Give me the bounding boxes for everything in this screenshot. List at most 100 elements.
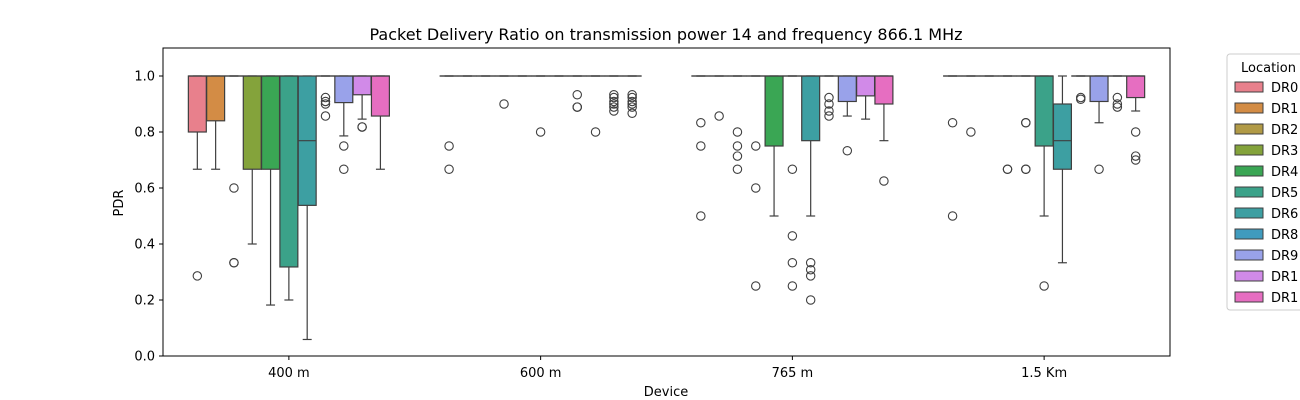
outlier-point [229, 258, 239, 268]
box-body [764, 75, 784, 147]
outlier-point [627, 102, 637, 112]
outlier-point [572, 90, 582, 100]
outlier-point [1130, 127, 1141, 137]
chart-title: Packet Delivery Ratio on transmission po… [369, 25, 962, 44]
outlier-point [1112, 102, 1123, 112]
outlier-point [627, 90, 637, 100]
box-0-3 [943, 75, 963, 221]
box-body [1089, 75, 1109, 103]
outlier-point [751, 183, 761, 193]
box-3-2 [746, 75, 766, 291]
outlier-point [732, 164, 743, 174]
box-9-2 [856, 75, 876, 120]
outlier-point [609, 92, 619, 103]
box-10-3 [1126, 75, 1146, 165]
legend-frame [1226, 53, 1300, 311]
y-tick-label: 0.4 [134, 238, 155, 253]
outlier-point [192, 271, 203, 281]
outlier-point [947, 118, 958, 128]
box-body [279, 75, 299, 268]
box-4-0 [260, 75, 281, 306]
box-body [206, 75, 226, 122]
legend: Location DR0DR1DR2DR3DR4DR5DR6DR8DR9DR1D… [1226, 53, 1300, 311]
legend-swatch [1234, 228, 1264, 240]
outlier-point [842, 146, 853, 156]
legend-swatch [1234, 270, 1264, 282]
outlier-point [627, 92, 637, 103]
outlier-point [627, 108, 637, 118]
outlier-point [714, 111, 724, 121]
outlier-point [947, 211, 958, 221]
box-7-3 [1071, 75, 1091, 104]
box-1-3 [961, 75, 981, 137]
box-body [187, 75, 207, 133]
outlier-point [879, 176, 889, 186]
legend-swatch [1234, 165, 1264, 177]
outlier-point [805, 271, 816, 281]
outlier-point [320, 92, 331, 103]
box-9-3 [1107, 75, 1127, 112]
y-tick-label: 0.2 [134, 294, 155, 309]
outlier-point [609, 90, 619, 100]
legend-label: DR6 [1271, 207, 1298, 222]
box-body [260, 75, 281, 170]
legend-swatch [1234, 207, 1264, 219]
outlier-point [824, 92, 834, 103]
outlier-point [609, 106, 619, 116]
x-axis-label: Device [644, 385, 688, 400]
x-tick-label: 600 m [520, 366, 562, 381]
box-5-2 [782, 75, 802, 291]
outlier-point [1094, 164, 1104, 174]
outlier-point [229, 183, 239, 193]
outlier-point [805, 265, 816, 275]
legend-swatch [1234, 81, 1264, 93]
box-4-3 [1016, 75, 1036, 174]
box-body [1052, 103, 1073, 170]
y-tick-label: 1.0 [134, 70, 155, 85]
outlier-point [590, 127, 601, 137]
outlier-point [824, 106, 834, 116]
box-8-3 [1089, 75, 1109, 174]
outlier-point [1130, 155, 1141, 165]
outlier-point [696, 118, 706, 128]
box-10-0 [370, 75, 390, 170]
outlier-point [357, 122, 367, 132]
legend-label: DR5 [1271, 186, 1298, 201]
outlier-point [1112, 92, 1123, 103]
legend-swatch [1234, 144, 1264, 156]
legend-title: Location [1241, 61, 1296, 76]
outlier-point [805, 295, 816, 305]
outlier-point [609, 102, 619, 112]
legend-label: DR3 [1271, 144, 1298, 159]
outlier-point [320, 111, 331, 121]
outlier-point [732, 127, 743, 137]
outlier-point [824, 99, 834, 109]
outlier-point [824, 111, 834, 121]
box-body [837, 75, 857, 103]
outlier-point [1112, 99, 1123, 109]
box-1-2 [709, 75, 729, 121]
box-6-3 [1052, 75, 1073, 264]
outlier-point [1021, 164, 1031, 174]
legend-label: DR8 [1271, 228, 1298, 243]
legend-label: DR9 [1271, 249, 1298, 264]
outlier-point [627, 99, 637, 109]
box-body [1126, 75, 1146, 99]
box-4-2 [764, 75, 784, 217]
box-0-0 [187, 75, 207, 281]
outlier-point [1130, 151, 1141, 161]
box-body [370, 75, 390, 117]
box-body [242, 75, 262, 170]
outlier-point [696, 211, 706, 221]
outlier-point [444, 141, 454, 151]
x-tick-label: 1.5 Km [1021, 366, 1067, 381]
box-8-2 [837, 75, 857, 156]
outlier-point [320, 96, 331, 107]
outlier-point [572, 102, 582, 112]
y-tick-label: 0.6 [134, 182, 155, 197]
box-2-2 [727, 75, 748, 174]
box-7-1 [567, 75, 587, 112]
outlier-point [751, 281, 761, 291]
